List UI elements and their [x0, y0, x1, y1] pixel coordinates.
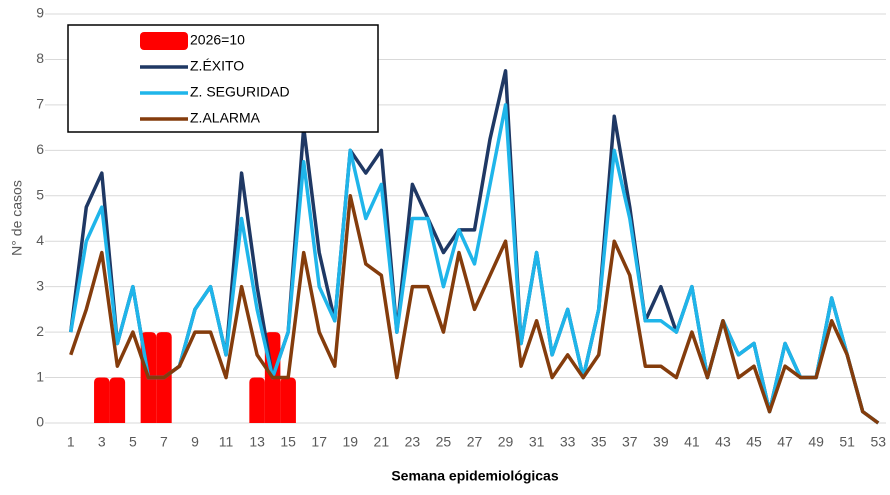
- legend: 2026=10 Z.ÉXITO Z. SEGURIDAD Z.ALARMA: [67, 24, 379, 133]
- y-tick-label: 1: [36, 368, 44, 384]
- x-tick-label: 5: [129, 434, 137, 450]
- y-tick-label: 7: [36, 96, 44, 112]
- x-tick-label: 41: [684, 434, 700, 450]
- x-axis-label: Semana epidemiológicas: [391, 468, 558, 484]
- x-tick-label: 19: [342, 434, 358, 450]
- y-tick-label: 4: [36, 232, 44, 248]
- x-tick-label: 45: [746, 434, 762, 450]
- x-tick-label: 15: [280, 434, 296, 450]
- x-tick-label: 21: [374, 434, 390, 450]
- x-tick-label: 23: [405, 434, 421, 450]
- x-tick-label: 29: [498, 434, 514, 450]
- bar: [109, 377, 126, 423]
- y-tick-label: 0: [36, 414, 44, 430]
- line: [69, 103, 880, 425]
- x-tick-label: 47: [777, 434, 793, 450]
- bar: [249, 377, 265, 423]
- legend-label: Z.ÉXITO: [190, 58, 244, 74]
- y-tick-label: 6: [36, 141, 44, 157]
- legend-swatch: [140, 32, 188, 50]
- y-axis-label: N° de casos: [9, 180, 25, 256]
- x-tick-label: 53: [870, 434, 886, 450]
- y-tick-label: 2: [36, 323, 44, 339]
- x-tick-label: 17: [311, 434, 327, 450]
- legend-label: Z. SEGURIDAD: [190, 84, 290, 100]
- legend-label: Z.ALARMA: [190, 110, 261, 126]
- x-tick-label: 43: [715, 434, 731, 450]
- x-tick-label: 27: [467, 434, 483, 450]
- x-tick-label: 33: [560, 434, 576, 450]
- x-tick-label: 39: [653, 434, 669, 450]
- x-tick-label: 35: [591, 434, 607, 450]
- x-tick-label: 37: [622, 434, 638, 450]
- x-tick-label: 1: [67, 434, 75, 450]
- x-tick-label: 3: [98, 434, 106, 450]
- x-tick-label: 31: [529, 434, 545, 450]
- x-tick-label: 51: [839, 434, 855, 450]
- y-tick-label: 8: [36, 50, 44, 66]
- bar: [280, 377, 296, 423]
- x-tick-label: 9: [191, 434, 199, 450]
- bar: [94, 377, 110, 423]
- line: [69, 194, 880, 425]
- x-tick-label: 11: [219, 434, 234, 450]
- y-tick-label: 3: [36, 277, 44, 293]
- x-tick-label: 7: [160, 434, 168, 450]
- x-tick-label: 25: [436, 434, 452, 450]
- legend-box: [67, 24, 379, 133]
- legend-label: 2026=10: [190, 32, 245, 48]
- x-tick-label: 13: [249, 434, 265, 450]
- y-tick-label: 5: [36, 186, 44, 202]
- x-tick-label: 49: [808, 434, 824, 450]
- y-tick-label: 9: [36, 5, 44, 21]
